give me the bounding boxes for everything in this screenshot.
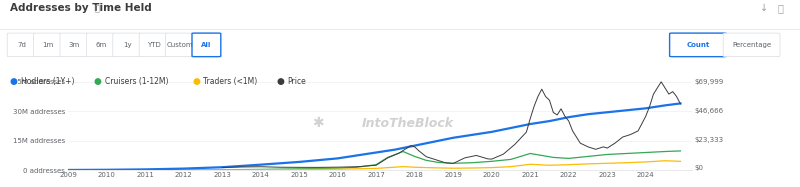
- Text: Traders (<1M): Traders (<1M): [203, 77, 258, 86]
- Text: Custom: Custom: [166, 42, 194, 48]
- Text: Addresses by Time Held: Addresses by Time Held: [10, 3, 151, 13]
- Text: ↓: ↓: [760, 3, 768, 13]
- Text: YTD: YTD: [146, 42, 161, 48]
- Text: Price: Price: [288, 77, 306, 86]
- Text: Hodlers (1Y+): Hodlers (1Y+): [21, 77, 74, 86]
- Text: 7d: 7d: [17, 42, 26, 48]
- Text: ●: ●: [192, 77, 200, 86]
- Text: ●: ●: [10, 77, 18, 86]
- Text: ●: ●: [94, 77, 102, 86]
- Text: IntoTheBlock: IntoTheBlock: [362, 117, 454, 130]
- Text: ✱: ✱: [312, 116, 323, 130]
- Text: ●: ●: [277, 77, 284, 86]
- Text: Cruisers (1-12M): Cruisers (1-12M): [105, 77, 169, 86]
- Text: 1m: 1m: [42, 42, 54, 48]
- Text: 1y: 1y: [123, 42, 131, 48]
- Text: 6m: 6m: [95, 42, 106, 48]
- Text: All: All: [202, 42, 211, 48]
- Text: ⤢: ⤢: [778, 3, 783, 13]
- Text: Count: Count: [686, 42, 710, 48]
- Text: Percentage: Percentage: [732, 42, 771, 48]
- Text: ⓘ: ⓘ: [94, 5, 99, 14]
- Text: 3m: 3m: [69, 42, 80, 48]
